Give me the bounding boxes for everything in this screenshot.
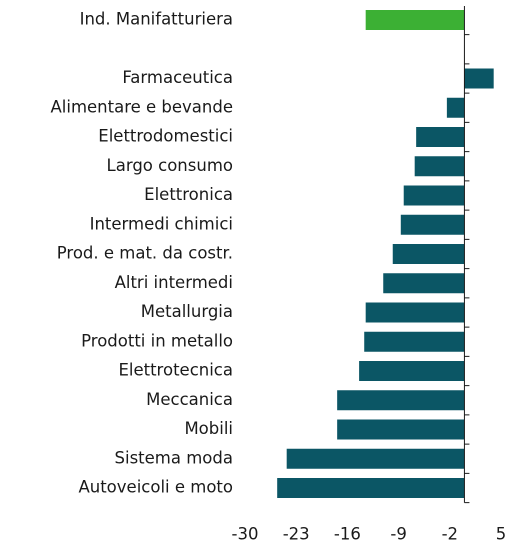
- bar: [416, 127, 465, 147]
- bar: [337, 390, 465, 411]
- y-tick-label: Mobili: [184, 419, 233, 438]
- y-tick-label: Alimentare e bevande: [50, 97, 233, 116]
- y-tick-label: Prod. e mat. da costr.: [57, 244, 233, 263]
- bar: [414, 156, 465, 177]
- y-tick-label: Meccanica: [146, 390, 233, 409]
- x-tick-label: -23: [283, 525, 310, 544]
- bar: [359, 361, 465, 381]
- x-tick-label: -2: [442, 525, 458, 544]
- y-tick-label: Farmaceutica: [122, 68, 233, 87]
- bar: [446, 97, 465, 118]
- x-tick-label: -9: [390, 525, 406, 544]
- bar: [337, 419, 465, 440]
- bar: [403, 185, 465, 206]
- y-tick-label: Altri intermedi: [115, 273, 233, 292]
- bar: [365, 10, 465, 30]
- bar: [400, 214, 465, 235]
- x-tick-label: -16: [334, 525, 361, 544]
- bar: [464, 68, 494, 89]
- y-tick-label: Intermedi chimici: [90, 214, 233, 233]
- y-tick-label: Elettrotecnica: [118, 361, 233, 380]
- bar: [286, 448, 465, 469]
- bar: [365, 302, 465, 323]
- y-tick-label: Ind. Manifatturiera: [80, 10, 233, 29]
- bar: [277, 478, 465, 498]
- x-tick-label: 5: [496, 525, 507, 544]
- y-tick-label: Largo consumo: [107, 156, 233, 175]
- y-tick-label: Elettrodomestici: [98, 127, 233, 146]
- bar: [392, 244, 465, 264]
- y-tick-label: Sistema moda: [115, 448, 233, 467]
- y-tick-label: Autoveicoli e moto: [78, 478, 233, 497]
- bar: [364, 331, 465, 352]
- bar: [383, 273, 465, 294]
- y-tick-label: Metallurgia: [141, 302, 233, 321]
- y-tick-label: Prodotti in metallo: [81, 331, 233, 350]
- x-tick-label: -30: [232, 525, 259, 544]
- y-tick-label: Elettronica: [144, 185, 233, 204]
